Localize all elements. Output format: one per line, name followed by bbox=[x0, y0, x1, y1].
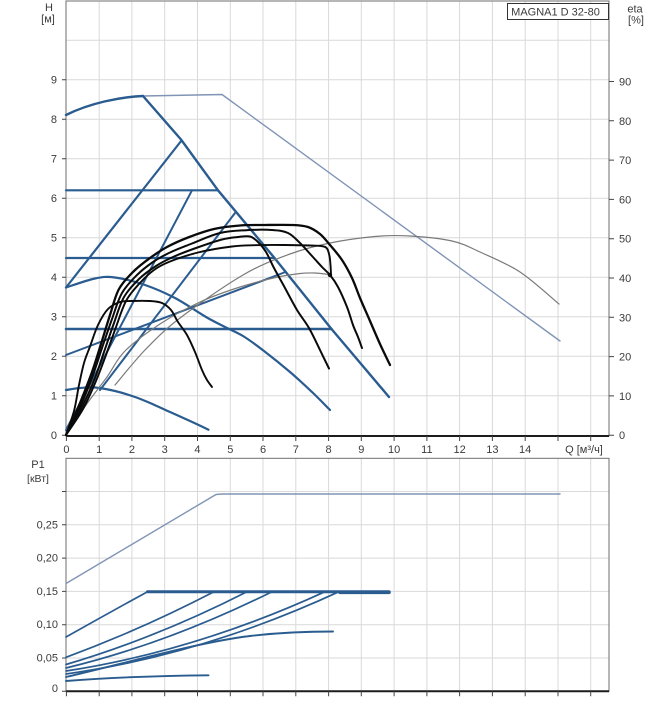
svg-text:0,20: 0,20 bbox=[37, 553, 58, 565]
svg-text:40: 40 bbox=[619, 273, 631, 285]
svg-text:H: H bbox=[45, 2, 53, 14]
svg-text:10: 10 bbox=[619, 391, 631, 403]
svg-text:70: 70 bbox=[619, 155, 631, 167]
svg-text:5: 5 bbox=[51, 233, 57, 245]
svg-text:11: 11 bbox=[421, 444, 432, 456]
svg-text:80: 80 bbox=[619, 116, 631, 128]
svg-text:0,05: 0,05 bbox=[37, 653, 58, 665]
svg-text:8: 8 bbox=[325, 444, 331, 456]
svg-text:7: 7 bbox=[293, 444, 299, 456]
svg-text:[м]: [м] bbox=[41, 14, 55, 26]
svg-text:0,15: 0,15 bbox=[37, 586, 58, 598]
svg-text:30: 30 bbox=[619, 312, 631, 324]
svg-text:8: 8 bbox=[51, 114, 57, 126]
svg-text:60: 60 bbox=[619, 194, 631, 206]
svg-text:2: 2 bbox=[51, 351, 57, 363]
svg-text:6: 6 bbox=[260, 444, 266, 456]
svg-text:0: 0 bbox=[63, 444, 69, 456]
svg-text:[кВт]: [кВт] bbox=[27, 473, 49, 485]
svg-text:0: 0 bbox=[619, 430, 625, 442]
svg-text:50: 50 bbox=[619, 234, 631, 246]
svg-text:6: 6 bbox=[51, 193, 57, 205]
svg-text:[%]: [%] bbox=[628, 15, 644, 27]
svg-text:0,25: 0,25 bbox=[37, 519, 58, 531]
svg-text:5: 5 bbox=[227, 444, 233, 456]
svg-text:P1: P1 bbox=[31, 459, 44, 471]
svg-text:4: 4 bbox=[51, 272, 57, 284]
svg-text:9: 9 bbox=[358, 444, 364, 456]
svg-text:0,10: 0,10 bbox=[37, 619, 58, 631]
svg-text:3: 3 bbox=[162, 444, 168, 456]
svg-text:2: 2 bbox=[129, 444, 135, 456]
svg-text:0: 0 bbox=[51, 430, 57, 442]
svg-text:4: 4 bbox=[194, 444, 200, 456]
svg-text:20: 20 bbox=[619, 352, 631, 364]
svg-text:Q [м³/ч]: Q [м³/ч] bbox=[565, 444, 603, 456]
svg-text:13: 13 bbox=[486, 444, 498, 456]
svg-text:9: 9 bbox=[51, 75, 57, 87]
svg-text:12: 12 bbox=[454, 444, 466, 456]
svg-text:7: 7 bbox=[51, 154, 57, 166]
svg-text:3: 3 bbox=[51, 312, 57, 324]
svg-text:90: 90 bbox=[619, 77, 631, 89]
svg-text:MAGNA1 D 32-80: MAGNA1 D 32-80 bbox=[511, 7, 600, 19]
svg-text:10: 10 bbox=[388, 444, 400, 456]
svg-text:0: 0 bbox=[52, 683, 58, 695]
svg-text:1: 1 bbox=[51, 391, 57, 403]
svg-text:eta: eta bbox=[627, 4, 643, 16]
svg-text:1: 1 bbox=[96, 444, 102, 456]
svg-text:14: 14 bbox=[519, 444, 531, 456]
